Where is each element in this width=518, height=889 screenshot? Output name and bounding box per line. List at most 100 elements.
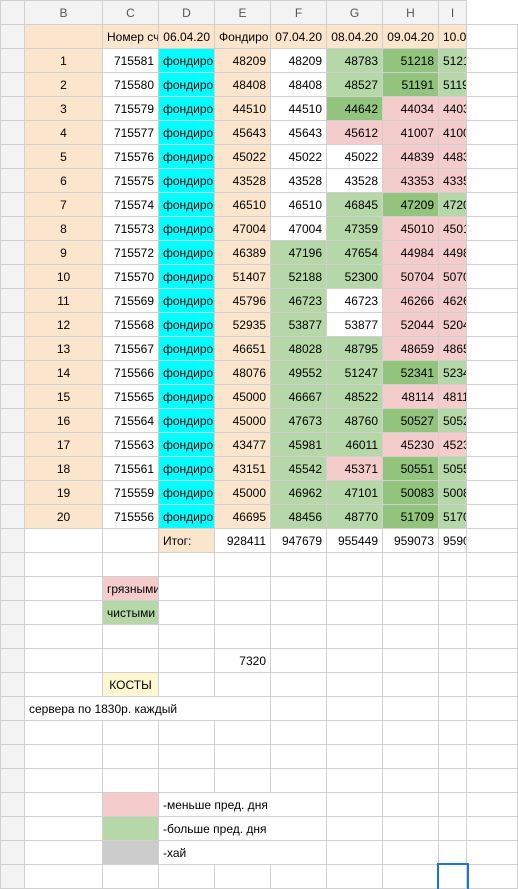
empty-cell[interactable]: [467, 361, 518, 385]
value-cell[interactable]: 44839: [383, 145, 439, 169]
total-label[interactable]: Итог:: [159, 529, 215, 553]
value-cell[interactable]: 48522: [327, 385, 383, 409]
empty-cell[interactable]: [383, 793, 439, 817]
funding-desc[interactable]: фондиро: [159, 265, 215, 289]
date-header[interactable]: 07.04.20: [271, 25, 327, 49]
row-index[interactable]: 19: [25, 481, 103, 505]
value-cell[interactable]: 46723: [271, 289, 327, 313]
empty-cell[interactable]: [439, 817, 467, 841]
value-cell[interactable]: 52188: [271, 265, 327, 289]
account-number[interactable]: 715564: [103, 409, 159, 433]
value-cell[interactable]: 45643: [215, 121, 271, 145]
cell[interactable]: [25, 625, 103, 649]
empty-cell[interactable]: [467, 409, 518, 433]
empty-cell[interactable]: [467, 121, 518, 145]
cell[interactable]: [25, 721, 103, 745]
empty-cell[interactable]: [467, 865, 518, 889]
account-number[interactable]: 715581: [103, 49, 159, 73]
value-cell[interactable]: 47209: [383, 193, 439, 217]
account-number[interactable]: 715565: [103, 385, 159, 409]
empty-cell[interactable]: [271, 577, 327, 601]
cell[interactable]: [439, 745, 467, 769]
empty-cell[interactable]: [159, 865, 215, 889]
funding-header[interactable]: Фондиро: [215, 25, 271, 49]
empty-cell[interactable]: [215, 577, 271, 601]
cell[interactable]: [327, 769, 383, 793]
funding-desc[interactable]: фондиро: [159, 73, 215, 97]
value-cell[interactable]: 45022: [271, 145, 327, 169]
cell[interactable]: [383, 745, 439, 769]
empty-cell[interactable]: [467, 169, 518, 193]
value-cell[interactable]: 47209: [439, 193, 467, 217]
empty-cell[interactable]: [467, 601, 518, 625]
empty-cell[interactable]: [25, 673, 103, 697]
value-cell[interactable]: 47359: [327, 217, 383, 241]
row-index[interactable]: 12: [25, 313, 103, 337]
value-cell[interactable]: 53877: [327, 313, 383, 337]
cell[interactable]: [159, 625, 215, 649]
value-cell[interactable]: 52044: [439, 313, 467, 337]
value-cell[interactable]: 44034: [383, 97, 439, 121]
value-cell[interactable]: 45612: [327, 121, 383, 145]
legend-less[interactable]: -меньше пред. дня: [159, 793, 327, 817]
account-number[interactable]: 715573: [103, 217, 159, 241]
legend-high[interactable]: -хай: [159, 841, 327, 865]
empty-cell[interactable]: [25, 793, 103, 817]
empty-cell[interactable]: [467, 217, 518, 241]
cell[interactable]: [215, 769, 271, 793]
cell[interactable]: [215, 553, 271, 577]
empty-cell[interactable]: [159, 577, 215, 601]
value-cell[interactable]: 51709: [383, 505, 439, 529]
cell[interactable]: [25, 745, 103, 769]
empty-cell[interactable]: [25, 577, 103, 601]
cell[interactable]: [159, 721, 215, 745]
cell[interactable]: [159, 649, 215, 673]
account-number[interactable]: 715576: [103, 145, 159, 169]
row-index[interactable]: 9: [25, 241, 103, 265]
date-header[interactable]: 08.04.20: [327, 25, 383, 49]
account-number[interactable]: 715563: [103, 433, 159, 457]
value-cell[interactable]: 44984: [439, 241, 467, 265]
row-index[interactable]: 11: [25, 289, 103, 313]
funding-desc[interactable]: фондиро: [159, 433, 215, 457]
empty-cell[interactable]: [383, 865, 439, 889]
value-cell[interactable]: 50083: [439, 481, 467, 505]
value-cell[interactable]: 48783: [327, 49, 383, 73]
value-cell[interactable]: 52341: [383, 361, 439, 385]
value-cell[interactable]: 44984: [383, 241, 439, 265]
value-cell[interactable]: 48760: [327, 409, 383, 433]
cell[interactable]: [383, 769, 439, 793]
value-cell[interactable]: 45643: [271, 121, 327, 145]
empty-cell[interactable]: [439, 697, 467, 721]
value-cell[interactable]: 46011: [327, 433, 383, 457]
cell[interactable]: [467, 769, 518, 793]
value-cell[interactable]: 44642: [327, 97, 383, 121]
funding-desc[interactable]: фондиро: [159, 49, 215, 73]
value-cell[interactable]: 48770: [327, 505, 383, 529]
empty-cell[interactable]: [467, 49, 518, 73]
legend-swatch[interactable]: [103, 841, 159, 865]
empty-cell[interactable]: [467, 649, 518, 673]
empty-cell[interactable]: [467, 97, 518, 121]
value-cell[interactable]: 45000: [215, 409, 271, 433]
empty-cell[interactable]: [215, 865, 271, 889]
funding-desc[interactable]: фондиро: [159, 241, 215, 265]
value-cell[interactable]: 45022: [215, 145, 271, 169]
value-cell[interactable]: 45022: [327, 145, 383, 169]
account-number[interactable]: 715568: [103, 313, 159, 337]
value-cell[interactable]: 50527: [439, 409, 467, 433]
empty-cell[interactable]: [467, 241, 518, 265]
row-index[interactable]: 15: [25, 385, 103, 409]
cell[interactable]: [383, 721, 439, 745]
value-cell[interactable]: 48209: [215, 49, 271, 73]
value-cell[interactable]: 52935: [215, 313, 271, 337]
row-index[interactable]: 4: [25, 121, 103, 145]
empty-cell[interactable]: [25, 529, 103, 553]
row-index[interactable]: 17: [25, 433, 103, 457]
value-cell[interactable]: 45371: [327, 457, 383, 481]
value-cell[interactable]: 45000: [215, 481, 271, 505]
empty-cell[interactable]: [383, 649, 439, 673]
account-number[interactable]: 715579: [103, 97, 159, 121]
date-header[interactable]: 06.04.20: [159, 25, 215, 49]
cell[interactable]: [103, 745, 159, 769]
